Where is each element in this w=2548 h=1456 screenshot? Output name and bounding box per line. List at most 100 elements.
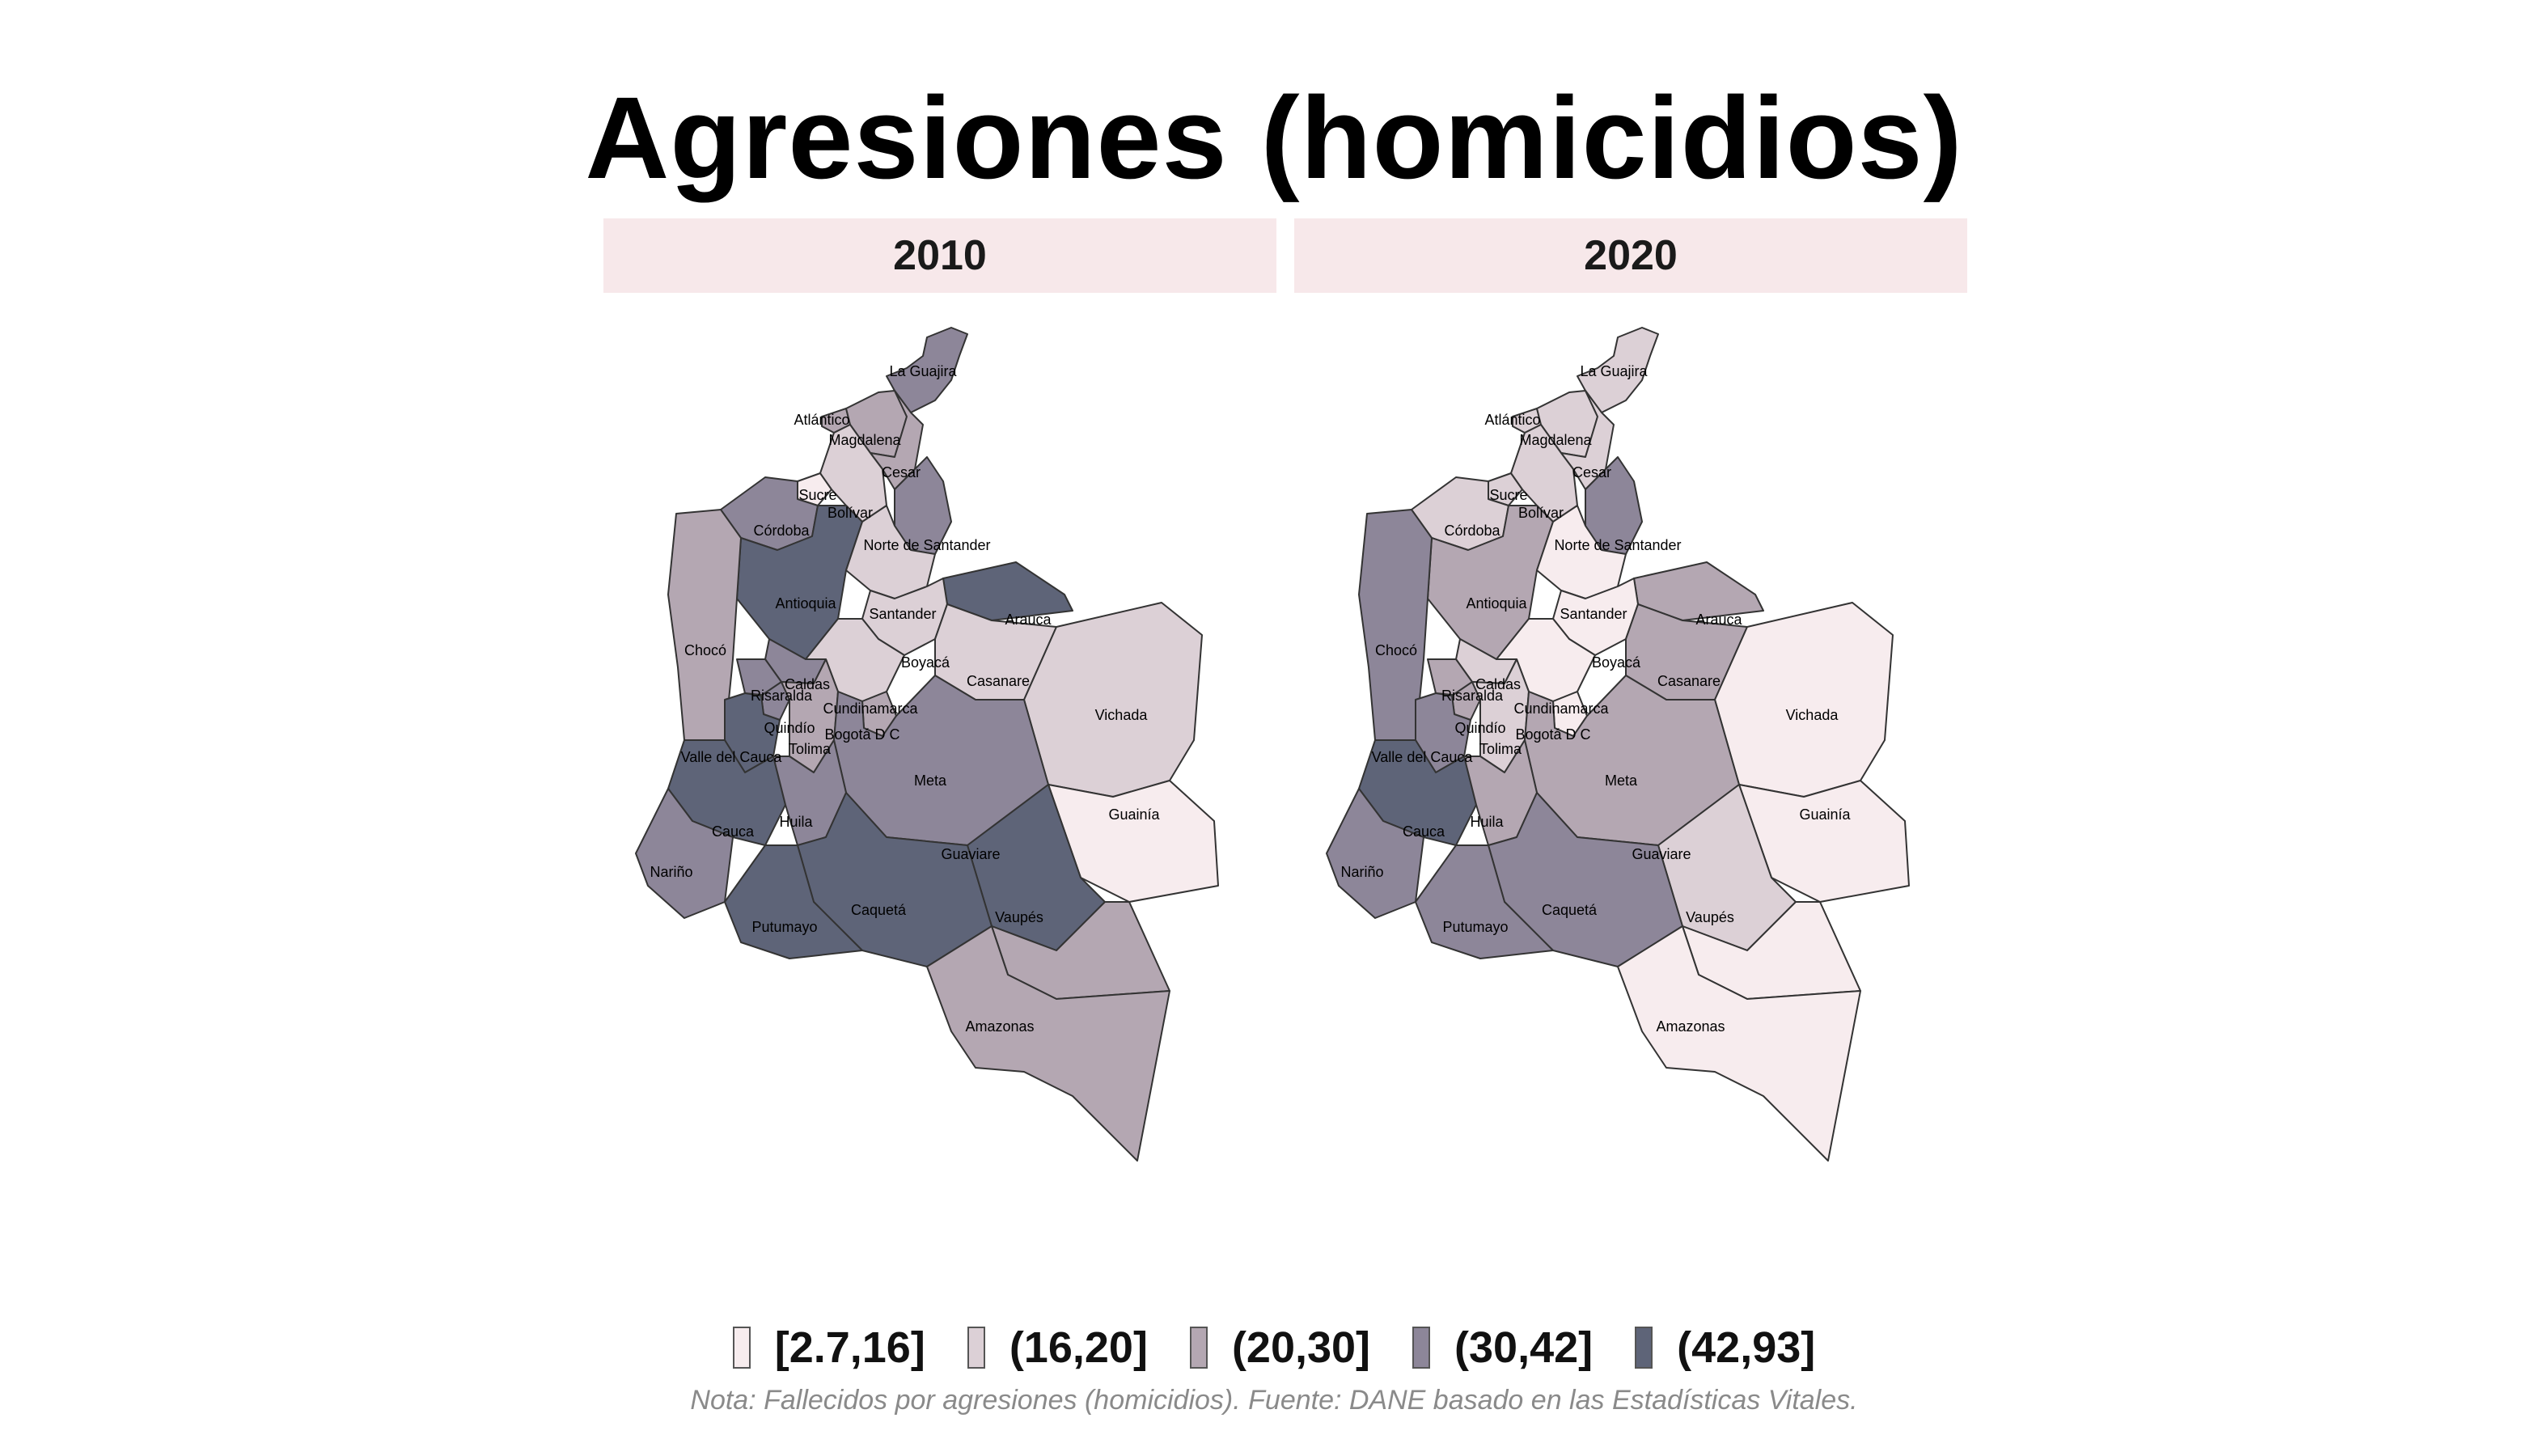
panel-label-2010: 2010 [603,218,1276,293]
region-label-cesar: Cesar [882,464,921,480]
region-santander [1536,505,1627,599]
region-label-cauca: Cauca [712,823,755,840]
region-label-choco: Chocó [684,642,726,658]
region-label-la-guajira: La Guajira [1580,363,1648,379]
chart-title: Agresiones (homicidios) [585,73,1963,203]
region-label-choco: Chocó [1375,642,1417,658]
region-label-sucre: Sucre [798,487,836,503]
region-label-boyaca: Boyacá [1592,654,1641,671]
region-label-arauca: Arauca [1695,612,1742,628]
legend-swatch [967,1327,985,1369]
region-amazonas [926,925,1170,1162]
region-label-cesar: Cesar [1572,464,1611,480]
region-label-atlantico: Atlántico [794,412,849,428]
legend-swatch [1635,1327,1653,1369]
region-label-valle-del-cauca: Valle del Cauca [681,749,783,765]
region-label-magdalena: Magdalena [828,432,901,448]
region-label-tolima: Tolima [1479,741,1522,757]
region-label-meta: Meta [1605,772,1638,789]
region-la-guajira [1577,327,1659,413]
region-label-guainia: Guainía [1108,806,1160,823]
region-label-arauca: Arauca [1005,612,1052,628]
legend: [2.7,16] (16,20] (20,30] (30,42] (42,93] [0,1323,2548,1373]
region-label-caldas: Caldas [1475,676,1521,692]
region-label-casanare: Casanare [1657,673,1721,689]
map-2020: La Guajira Atlántico Magdalena Cesar Sucre Bo… [1326,327,1910,1162]
region-santander [845,505,936,599]
region-label-cauca: Cauca [1403,823,1445,840]
region-label-narino: Nariño [1340,864,1383,880]
region-label-quindio: Quindío [1454,720,1505,736]
region-label-putumayo: Putumayo [1442,919,1508,935]
region-label-la-guajira: La Guajira [889,363,957,379]
legend-label: (20,30] [1231,1323,1371,1372]
region-label-caqueta: Caquetá [1542,902,1598,918]
region-amazonas [1617,925,1861,1162]
region-label-casanare: Casanare [967,673,1030,689]
caption-note: Nota: Fallecidos por agresiones (homicid… [690,1385,1858,1416]
legend-item: (30,42] [1412,1323,1593,1373]
region-label-huila: Huila [779,814,813,830]
region-label-magdalena: Magdalena [1519,432,1592,448]
legend-item: (16,20] [967,1323,1148,1373]
region-cesar [870,390,924,490]
region-label-cundinamarca: Cundinamarca [823,700,918,717]
region-label-caldas: Caldas [785,676,830,692]
region-label-quindio: Quindío [764,720,815,736]
region-label-vaupes: Vaupés [995,909,1043,925]
region-label-santander: Santander [869,606,936,622]
region-label-risaralda: Risaralda [1441,688,1504,704]
region-label-tolima: Tolima [789,741,832,757]
region-label-bolivar: Bolívar [1518,505,1564,521]
region-label-boyaca: Boyacá [901,654,950,671]
region-label-cordoba: Córdoba [1444,523,1500,539]
region-label-bogota-d-c: Bogotá D C [1515,726,1590,743]
region-la-guajira [886,327,968,413]
region-label-meta: Meta [914,772,947,789]
region-label-sucre: Sucre [1489,487,1527,503]
region-label-atlantico: Atlántico [1484,412,1540,428]
region-label-caqueta: Caquetá [851,902,907,918]
region-label-guaviare: Guaviare [941,846,1000,862]
map-2010: La Guajira Atlántico Magdalena Cesar Sucre Bo… [635,327,1219,1162]
region-label-vaupes: Vaupés [1686,909,1734,925]
region-label-huila: Huila [1470,814,1504,830]
region-narino [1326,788,1424,919]
legend-swatch [1189,1327,1208,1369]
region-label-antioquia: Antioquia [775,595,836,612]
region-putumayo [1415,844,1554,959]
region-label-valle-del-cauca: Valle del Cauca [1372,749,1474,765]
legend-swatch [732,1327,751,1369]
legend-swatch [1412,1327,1431,1369]
region-guainia [1738,780,1910,903]
region-label-norte-de-santander: Norte de Santander [863,537,990,553]
region-label-bolivar: Bolívar [827,505,873,521]
legend-item: [2.7,16] [732,1323,925,1373]
region-guainia [1048,780,1219,903]
region-cesar [1560,390,1615,490]
legend-label: (16,20] [1009,1323,1148,1372]
legend-item: (42,93] [1635,1323,1815,1373]
region-label-guainia: Guainía [1799,806,1851,823]
legend-label: (30,42] [1454,1323,1594,1372]
region-label-amazonas: Amazonas [965,1018,1034,1035]
panel-label-2020: 2020 [1294,218,1967,293]
region-label-cundinamarca: Cundinamarca [1513,700,1609,717]
region-label-guaviare: Guaviare [1632,846,1691,862]
region-label-bogota-d-c: Bogotá D C [824,726,899,743]
region-label-vichada: Vichada [1095,707,1149,723]
region-narino [635,788,734,919]
region-putumayo [724,844,863,959]
region-label-risaralda: Risaralda [751,688,813,704]
region-label-antioquia: Antioquia [1466,595,1527,612]
region-label-santander: Santander [1560,606,1627,622]
region-label-narino: Nariño [650,864,692,880]
region-label-amazonas: Amazonas [1656,1018,1725,1035]
region-label-vichada: Vichada [1786,707,1839,723]
region-label-norte-de-santander: Norte de Santander [1554,537,1681,553]
region-label-cordoba: Córdoba [753,523,810,539]
legend-item: (20,30] [1189,1323,1371,1373]
legend-label: [2.7,16] [774,1323,925,1372]
legend-label: (42,93] [1677,1323,1816,1372]
region-label-putumayo: Putumayo [751,919,817,935]
